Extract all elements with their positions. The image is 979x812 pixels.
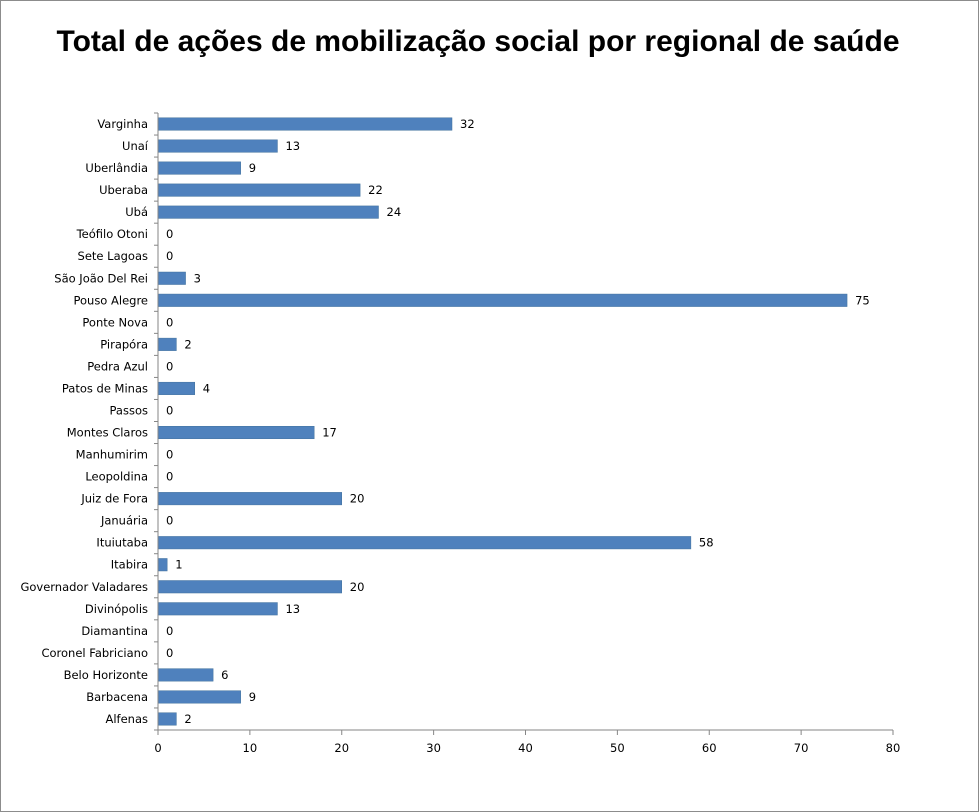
x-tick-label: 40: [518, 741, 533, 755]
value-label: 0: [166, 249, 173, 263]
category-label: Ubá: [125, 205, 148, 219]
value-label: 75: [855, 293, 870, 307]
category-label: Passos: [110, 403, 148, 417]
value-label: 22: [368, 183, 383, 197]
value-label: 20: [350, 580, 365, 594]
category-label: Divinópolis: [85, 602, 148, 616]
bar-17: [157, 492, 342, 506]
bar-20: [157, 558, 168, 572]
bar-19: [157, 536, 692, 550]
value-label: 13: [285, 139, 300, 153]
value-label: 58: [699, 536, 714, 550]
x-tick-label: 20: [334, 741, 349, 755]
bar-21: [157, 580, 342, 594]
value-label: 3: [194, 271, 201, 285]
x-tick-label: 10: [243, 741, 258, 755]
value-label: 2: [184, 712, 191, 726]
bars-layer: [157, 117, 848, 726]
bar-10: [157, 337, 177, 351]
value-label: 2: [184, 337, 191, 351]
category-label: Patos de Minas: [62, 381, 148, 395]
chart-title: Total de ações de mobilização social por…: [56, 25, 900, 58]
bar-1: [157, 139, 278, 153]
value-label: 13: [285, 602, 300, 616]
bar-14: [157, 426, 315, 440]
category-labels: Varginha Unaí Uberlândia Uberaba Ubá Teófilo …: [20, 117, 148, 726]
category-label: Unaí: [122, 139, 149, 153]
category-label: Itabira: [111, 558, 148, 572]
value-label: 6: [221, 668, 228, 682]
value-label: 0: [166, 470, 173, 484]
value-label: 9: [249, 161, 256, 175]
value-label: 32: [460, 117, 475, 131]
value-label: 24: [387, 205, 402, 219]
x-tick-label: 70: [794, 741, 809, 755]
bar-7: [157, 271, 186, 285]
category-label: Pedra Azul: [87, 359, 148, 373]
value-label: 4: [203, 381, 210, 395]
bar-27: [157, 712, 177, 726]
bar-25: [157, 668, 214, 682]
category-label: Ponte Nova: [82, 315, 148, 329]
bar-8: [157, 293, 848, 307]
category-label: Manhumirim: [76, 448, 148, 462]
bar-2: [157, 161, 241, 175]
category-label: Teófilo Otoni: [76, 227, 148, 241]
bar-4: [157, 205, 379, 219]
category-label: São João Del Rei: [54, 271, 148, 285]
value-label: 0: [166, 227, 173, 241]
value-label: 0: [166, 646, 173, 660]
category-label: Sete Lagoas: [78, 249, 148, 263]
bar-0: [157, 117, 453, 131]
x-tick-label: 30: [426, 741, 441, 755]
bar-3: [157, 183, 361, 197]
axes: 0 10 20 30 40 50 60 70 80: [154, 112, 901, 755]
category-label: Leopoldina: [85, 470, 148, 484]
value-label: 0: [166, 624, 173, 638]
x-tick-label: 0: [154, 741, 161, 755]
category-label: Pouso Alegre: [73, 293, 148, 307]
category-label: Diamantina: [81, 624, 148, 638]
category-label: Varginha: [97, 117, 148, 131]
value-label: 0: [166, 315, 173, 329]
category-label: Alfenas: [105, 712, 148, 726]
bar-26: [157, 690, 241, 704]
value-label: 0: [166, 514, 173, 528]
value-label: 0: [166, 448, 173, 462]
category-label: Juiz de Fora: [80, 492, 148, 506]
value-label: 20: [350, 492, 365, 506]
category-label: Uberlândia: [85, 161, 148, 175]
category-label: Coronel Fabriciano: [41, 646, 148, 660]
bar-22: [157, 602, 278, 616]
value-label: 17: [322, 426, 337, 440]
x-tick-label: 60: [702, 741, 717, 755]
bar-12: [157, 381, 195, 395]
category-label: Belo Horizonte: [64, 668, 148, 682]
value-label: 0: [166, 403, 173, 417]
value-label: 0: [166, 359, 173, 373]
category-label: Montes Claros: [67, 426, 148, 440]
category-label: Ituiutaba: [96, 536, 148, 550]
category-label: Barbacena: [86, 690, 148, 704]
value-label: 9: [249, 690, 256, 704]
category-label: Pirapóra: [100, 337, 148, 351]
category-label: Uberaba: [99, 183, 148, 197]
category-label: Governador Valadares: [20, 580, 148, 594]
category-label: Januária: [100, 514, 148, 528]
x-tick-label: 80: [886, 741, 901, 755]
value-label: 1: [175, 558, 182, 572]
x-tick-label: 50: [610, 741, 625, 755]
